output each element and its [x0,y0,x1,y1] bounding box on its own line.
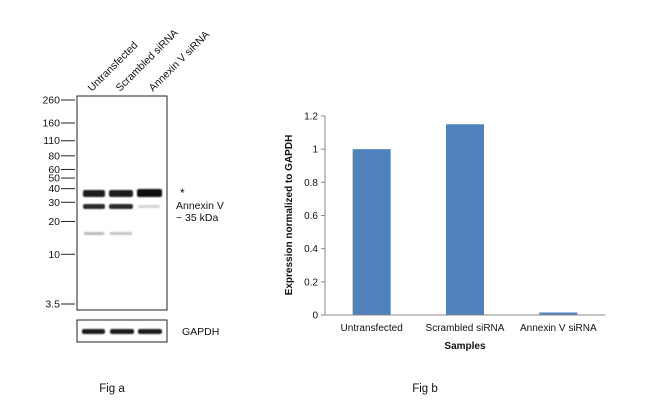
bar-untransfected [352,149,391,315]
band-lower-lane-1 [83,204,105,209]
marker-label: 110 [43,135,60,147]
y-tick-label: 0.4 [304,244,318,255]
x-category-label: Scrambled siRNA [426,323,505,334]
marker-label: 20 [48,216,60,228]
x-category-labels: Untransfected Scrambled siRNA Annexin V si… [341,323,597,334]
smear-lane-1 [84,232,104,235]
y-tick-label: 0 [312,311,318,322]
band-lower-lane-2 [109,204,133,209]
marker-label: 3.5 [45,299,60,311]
marker-label: 30 [48,197,60,209]
band-upper-lane-2 [109,190,133,197]
lane-labels: Untransfected Scrambled siRNA Annexin V … [86,27,212,94]
marker-label: 60 [48,164,60,176]
marker-label: 50 [48,173,60,185]
bar-annexin-v-sirna [539,312,578,315]
smear-lane-2 [110,232,132,235]
gapdh-band-lane-1 [82,329,105,334]
y-tick-label: 0.6 [304,211,318,222]
x-category-label: Untransfected [341,323,403,334]
caption-fig-b: Fig b [412,383,438,395]
gapdh-band-lane-3 [138,329,162,334]
bar-chart-panel: 0 0.2 0.4 0.6 0.8 1 1.2 Untransfected Scrambled… [284,112,605,395]
band-upper-lane-1 [83,190,105,197]
gapdh-band-lane-2 [110,329,134,334]
western-blot-panel: Untransfected Scrambled siRNA Annexin V … [42,27,223,395]
marker-label: 80 [48,150,60,162]
caption-fig-a: Fig a [99,383,125,395]
gapdh-label: GAPDH [182,326,219,338]
bar-scrambled-sirna [446,124,484,316]
y-tick-label: 0.8 [304,178,318,189]
target-protein-label: Annexin V [176,200,224,212]
y-tick-label: 1.2 [304,112,318,123]
band-upper-lane-3 [137,189,162,197]
gapdh-bands [82,329,162,334]
target-size-label: ~ 35 kDa [176,212,218,224]
y-axis-title: Expression normalized to GAPDH [284,135,295,296]
blot-membrane [76,95,168,311]
lane-label-annexin-sirna: Annexin V siRNA [147,29,212,94]
marker-label: 40 [48,183,60,195]
bars [352,124,578,316]
band-lower-lane-3 [138,205,160,208]
marker-label: 260 [42,95,60,107]
annexin-bands [83,189,162,235]
x-axis-title: Samples [444,341,486,352]
marker-label: 160 [42,117,60,129]
y-axis-ticks: 0 0.2 0.4 0.6 0.8 1 1.2 [304,112,325,322]
nonspecific-asterisk: * [180,186,185,200]
x-category-label: Annexin V siRNA [520,323,597,334]
y-tick-label: 0.2 [304,277,318,288]
marker-label: 10 [48,249,60,261]
y-tick-label: 1 [312,145,318,156]
